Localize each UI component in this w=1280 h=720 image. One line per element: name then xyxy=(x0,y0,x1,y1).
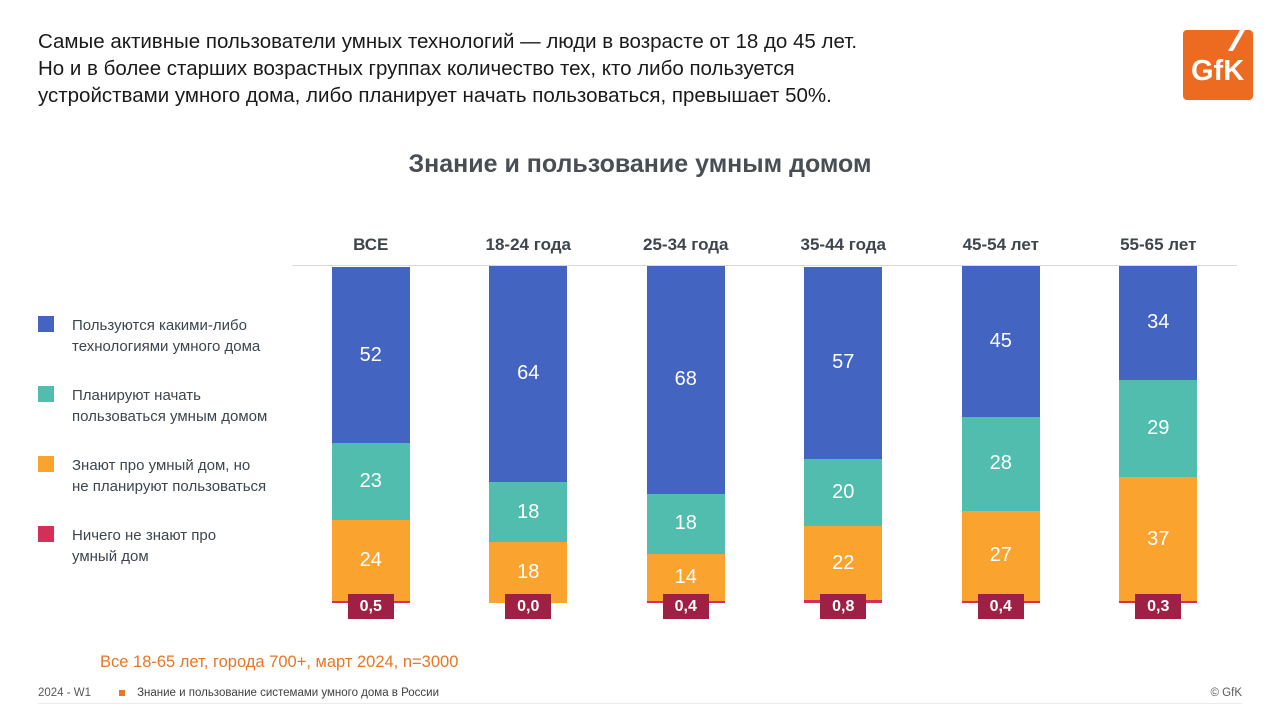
bar-segment: 14 xyxy=(646,554,725,602)
legend-swatch-icon xyxy=(38,456,54,472)
bar-segment: 34 xyxy=(1119,266,1198,380)
header-line: устройствами умного дома, либо планирует… xyxy=(38,84,832,108)
column-header: 18-24 года xyxy=(485,235,571,254)
value-badge: 0,4 xyxy=(662,594,709,619)
bar-group: 57 20 22 0,8 xyxy=(765,266,923,619)
bar-segment: 24 xyxy=(331,520,410,601)
footer: 2024 - W1 Знание и пользование системами… xyxy=(38,687,1242,699)
chart-legend: Пользуются какими-либо технологиями умно… xyxy=(38,315,267,567)
bar-segment: 18 xyxy=(489,542,568,603)
bar-segment: 64 xyxy=(489,266,568,482)
bar-group: 34 29 37 0,3 xyxy=(1080,266,1238,619)
bar-group: 64 18 18 0,0 xyxy=(450,266,608,619)
column-header: 55-65 лет xyxy=(1120,235,1197,254)
bar-group: 52 23 24 0,5 xyxy=(292,266,450,619)
gfk-logo-text: GfK xyxy=(1191,55,1244,87)
bar-segment: 68 xyxy=(646,266,725,494)
bar-segment: 57 xyxy=(804,266,883,459)
bar-segment: 20 xyxy=(804,458,883,527)
column-headers: ВСЕ 18-24 года 25-34 года 35-44 года 45-54 л… xyxy=(292,225,1237,265)
stacked-bar: 45 28 27 0,4 xyxy=(961,266,1040,619)
legend-item: Пользуются какими-либо технологиями умно… xyxy=(38,315,267,357)
legend-item: Знают про умный дом, но не планируют пол… xyxy=(38,455,267,497)
column-header: 25-34 года xyxy=(643,235,729,254)
bars-area: 52 23 24 0,5 64 18 18 0,0 68 18 14 0,4 57 20 22 0,8 45 28… xyxy=(292,265,1238,619)
legend-label: Знают про умный дом, но не планируют пол… xyxy=(72,457,267,495)
value-badge: 0,5 xyxy=(347,594,394,619)
value-badge: 0,4 xyxy=(977,594,1024,619)
header-line: Самые активные пользователи умных технол… xyxy=(38,30,858,53)
footer-bullet-icon xyxy=(119,690,126,696)
bar-segment: 27 xyxy=(961,510,1040,602)
column-header: ВСЕ xyxy=(353,235,389,254)
copyright: © GfK xyxy=(1210,687,1242,699)
header-line: Но и в более старших возрастных группах … xyxy=(38,57,795,81)
bar-segment: 37 xyxy=(1119,477,1198,602)
bar-segment: 23 xyxy=(331,442,410,521)
bar-group: 45 28 27 0,4 xyxy=(922,266,1080,619)
footer-wave: 2024 - W1 xyxy=(38,687,92,699)
bar-segment: 28 xyxy=(961,416,1040,511)
stacked-bar: 52 23 24 0,5 xyxy=(331,266,410,619)
value-badge: 0,3 xyxy=(1135,594,1182,619)
stacked-bar: 64 18 18 0,0 xyxy=(489,266,568,619)
legend-item: Планируют начать пользоваться умным домо… xyxy=(38,385,267,427)
legend-swatch-icon xyxy=(38,386,54,402)
legend-label: Пользуются какими-либо технологиями умно… xyxy=(72,317,261,355)
bar-group: 68 18 14 0,4 xyxy=(607,266,765,619)
bar-segment: 22 xyxy=(804,526,883,601)
value-badge: 0,0 xyxy=(505,594,552,619)
sample-note: Все 18-65 лет, города 700+, март 2024, n… xyxy=(100,653,459,671)
header-summary: Самые активные пользователи умных технол… xyxy=(38,28,857,109)
bar-segment: 29 xyxy=(1119,379,1198,478)
legend-item: Ничего не знают про умный дом xyxy=(38,525,267,567)
bar-segment: 45 xyxy=(961,266,1040,417)
stacked-bar: 34 29 37 0,3 xyxy=(1119,266,1198,619)
stacked-bar: 68 18 14 0,4 xyxy=(646,266,725,619)
chart-title: Знание и пользование умным домом xyxy=(408,150,872,178)
footer-title: Знание и пользование системами умного до… xyxy=(137,687,439,699)
plot-area: ВСЕ 18-24 года 25-34 года 35-44 года 45-54 л… xyxy=(292,225,1237,637)
column-header: 35-44 года xyxy=(800,235,886,254)
footer-divider xyxy=(38,703,1242,704)
value-badge: 0,8 xyxy=(820,594,867,619)
legend-label: Планируют начать пользоваться умным домо… xyxy=(72,387,268,425)
bar-segment: 52 xyxy=(331,267,410,443)
bar-segment: 18 xyxy=(646,493,725,555)
column-header: 45-54 лет xyxy=(962,235,1039,254)
bar-segment: 18 xyxy=(489,481,568,543)
legend-swatch-icon xyxy=(38,316,54,332)
legend-swatch-icon xyxy=(38,526,54,542)
gfk-logo-icon: GfK xyxy=(1183,30,1253,100)
stacked-bar: 57 20 22 0,8 xyxy=(804,266,883,619)
legend-label: Ничего не знают про умный дом xyxy=(72,527,217,565)
